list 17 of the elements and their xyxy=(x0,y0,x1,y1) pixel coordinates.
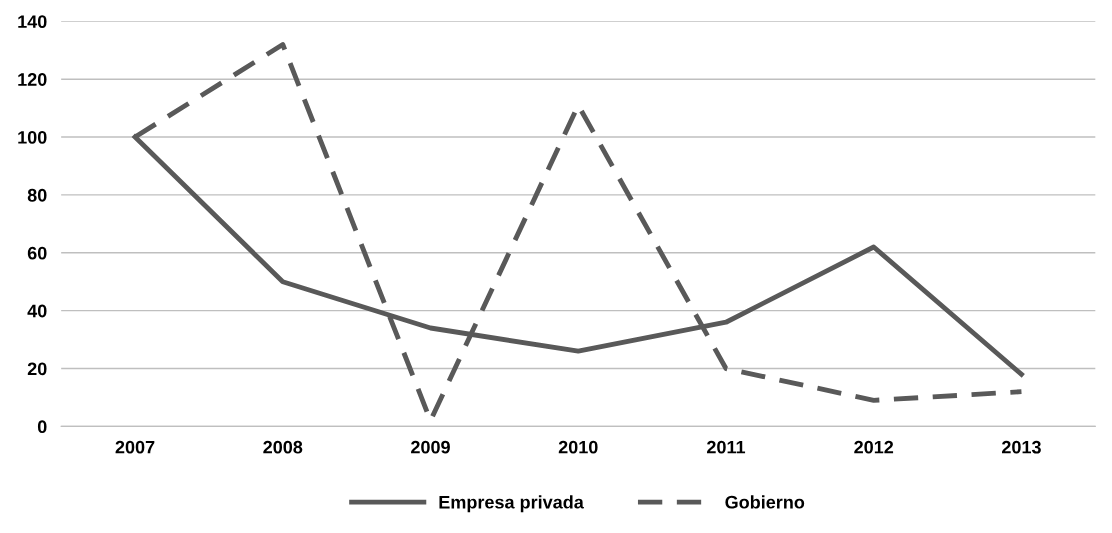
x-tick-label: 2008 xyxy=(263,440,303,454)
x-tick-label: 2010 xyxy=(558,440,598,454)
y-tick-label: 60 xyxy=(27,246,47,260)
legend-label: Empresa privada xyxy=(439,495,584,513)
x-tick-label: 2009 xyxy=(411,440,450,454)
y-tick-label: 20 xyxy=(27,362,47,376)
x-tick-label: 2007 xyxy=(115,440,155,454)
y-tick-label: 120 xyxy=(18,73,47,86)
x-tick-label: 2011 xyxy=(707,440,746,454)
y-tick-label: 40 xyxy=(27,304,47,318)
y-tick-label: 0 xyxy=(37,420,47,434)
legend-label: Gobierno xyxy=(725,495,805,509)
x-tick-label: 2013 xyxy=(1002,440,1041,454)
y-tick-label: 100 xyxy=(18,130,47,144)
y-tick-label: 140 xyxy=(18,15,47,29)
x-tick-label: 2012 xyxy=(854,440,894,454)
y-tick-label: 80 xyxy=(27,188,47,202)
